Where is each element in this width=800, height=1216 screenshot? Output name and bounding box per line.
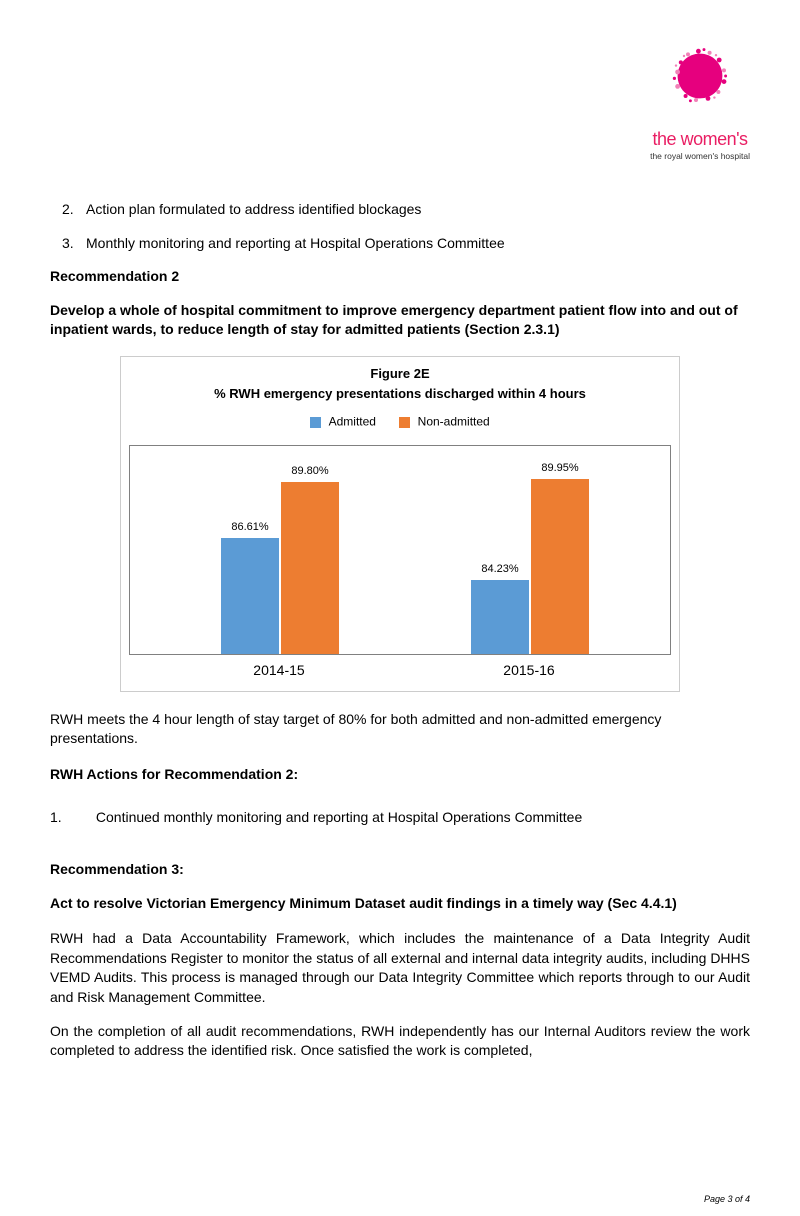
list-item: 2. Action plan formulated to address ide… — [50, 200, 750, 220]
list-number: 3. — [62, 234, 74, 254]
bar-nonadmitted: 89.80% — [281, 482, 339, 654]
logo-sub-text: the royal women's hospital — [650, 151, 750, 161]
x-axis-label: 2014-15 — [253, 661, 304, 681]
chart-title: Figure 2E — [129, 365, 671, 383]
figure-2e-chart: Figure 2E % RWH emergency presentations … — [120, 356, 680, 692]
action-number: 1. — [50, 808, 92, 828]
bar-nonadmitted: 89.95% — [531, 479, 589, 653]
page-footer: Page 3 of 4 — [704, 1194, 750, 1204]
bar-value-label: 89.80% — [281, 464, 339, 479]
actions-rec2-heading: RWH Actions for Recommendation 2: — [50, 765, 750, 785]
logo: the women's the royal women's hospital — [650, 40, 750, 161]
body-paragraph: RWH meets the 4 hour length of stay targ… — [50, 710, 750, 749]
legend-item-nonadmitted: Non-admitted — [399, 413, 489, 430]
bar-value-label: 89.95% — [531, 461, 589, 476]
legend-swatch-nonadmitted — [399, 417, 410, 428]
legend-label-admitted: Admitted — [329, 415, 376, 429]
bar-value-label: 84.23% — [471, 562, 529, 577]
action-item: 1. Continued monthly monitoring and repo… — [50, 808, 750, 828]
legend-label-nonadmitted: Non-admitted — [418, 415, 490, 429]
legend-item-admitted: Admitted — [310, 413, 376, 430]
list-text: Monthly monitoring and reporting at Hosp… — [86, 235, 505, 251]
x-axis-label: 2015-16 — [503, 661, 554, 681]
body-paragraph: On the completion of all audit recommend… — [50, 1022, 750, 1061]
recommendation-3-text: Act to resolve Victorian Emergency Minim… — [50, 894, 750, 914]
bar-admitted: 86.61% — [221, 538, 279, 654]
logo-main-text: the women's — [650, 129, 750, 150]
logo-icon — [660, 40, 740, 120]
chart-subtitle: % RWH emergency presentations discharged… — [129, 385, 671, 403]
bar-admitted: 84.23% — [471, 580, 529, 654]
action-text: Continued monthly monitoring and reporti… — [96, 809, 582, 825]
recommendation-3-heading: Recommendation 3: — [50, 860, 750, 880]
list-number: 2. — [62, 200, 74, 220]
chart-plot-area: 86.61%89.80%84.23%89.95% — [129, 445, 671, 655]
list-item: 3. Monthly monitoring and reporting at H… — [50, 234, 750, 254]
bar-value-label: 86.61% — [221, 520, 279, 535]
recommendation-2-text: Develop a whole of hospital commitment t… — [50, 301, 750, 340]
bar-group: 84.23%89.95% — [471, 479, 589, 653]
list-text: Action plan formulated to address identi… — [86, 201, 421, 217]
bar-group: 86.61%89.80% — [221, 482, 339, 654]
recommendation-2-heading: Recommendation 2 — [50, 267, 750, 287]
chart-legend: Admitted Non-admitted — [129, 413, 671, 430]
legend-swatch-admitted — [310, 417, 321, 428]
body-paragraph: RWH had a Data Accountability Framework,… — [50, 929, 750, 1007]
chart-x-axis: 2014-15 2015-16 — [129, 661, 671, 679]
